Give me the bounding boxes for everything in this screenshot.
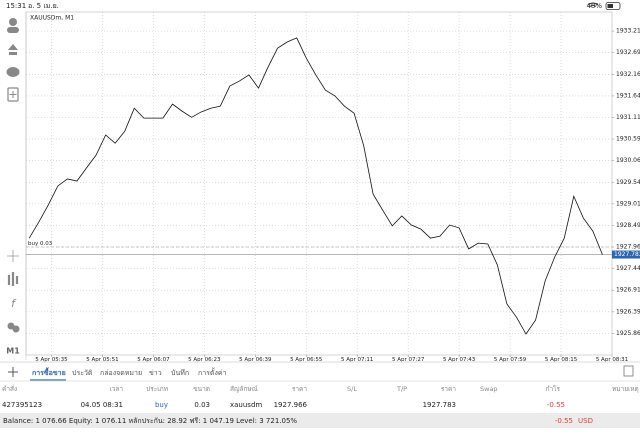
- table-cell[interactable]: 0.03: [194, 401, 210, 409]
- column-header: เวลา: [109, 385, 123, 393]
- layout-button[interactable]: [623, 365, 634, 377]
- chat-icon[interactable]: [6, 67, 20, 77]
- y-tick-label: 1930.065: [616, 157, 640, 164]
- tab[interactable]: บันทึก: [171, 368, 189, 377]
- y-tick-label: 1928.490: [616, 222, 640, 229]
- y-tick-label: 1925.865: [616, 330, 640, 337]
- chart-type-icon[interactable]: [7, 272, 19, 286]
- price-line: [28, 37, 603, 335]
- y-tick-label: 1927.440: [616, 265, 640, 272]
- timeframe-button[interactable]: M1: [6, 347, 20, 356]
- column-header: คำสั่ง: [2, 384, 17, 393]
- table-cell[interactable]: buy: [155, 401, 168, 409]
- x-tick-label: 5 Apr 07:11: [341, 357, 373, 363]
- column-header: T/P: [396, 385, 407, 393]
- account-icon[interactable]: [9, 18, 17, 26]
- price-chart: XAUUSDm, M1 1933.215 1932.690 1932.165 1931…: [25, 11, 640, 363]
- column-header: S/L: [347, 385, 357, 393]
- new-order-icon[interactable]: [7, 87, 19, 102]
- tab[interactable]: กล่องจดหมาย: [100, 369, 142, 377]
- tab[interactable]: ประวัติ: [72, 369, 93, 377]
- y-tick-label: 1926.390: [616, 308, 640, 315]
- total-profit: -0.55: [555, 417, 573, 425]
- table-cell[interactable]: 1927.966: [274, 401, 308, 409]
- table-cell[interactable]: 1927.783: [423, 401, 456, 409]
- y-tick-label: 1927.965: [616, 244, 640, 251]
- battery-icon: [605, 2, 621, 10]
- x-tick-label: 5 Apr 05:35: [35, 357, 68, 363]
- currency: USD: [578, 417, 593, 425]
- table-cell[interactable]: -0.55: [547, 401, 565, 409]
- column-header: กำไร: [546, 385, 561, 393]
- status-date: อ. 5 เม.ย.: [28, 2, 59, 10]
- trade-icon[interactable]: [8, 44, 18, 55]
- add-tab-button[interactable]: [8, 367, 18, 377]
- y-tick-label: 1933.215: [616, 28, 640, 35]
- column-header: หมายเหตุ: [612, 385, 639, 393]
- y-tick-label: 1931.115: [616, 114, 640, 121]
- y-tick-label: 1932.690: [616, 49, 640, 56]
- toolbar-icons: f M1: [6, 18, 20, 356]
- column-header: ขนาด: [193, 385, 210, 393]
- battery-fill: [607, 4, 613, 8]
- chart-title: XAUUSDm, M1: [30, 15, 74, 22]
- tab[interactable]: การตั้งค่า: [198, 366, 227, 377]
- x-tick-label: 5 Apr 08:31: [596, 357, 628, 363]
- x-tick-label: 5 Apr 05:51: [86, 357, 118, 363]
- objects-icon-2: [12, 325, 20, 333]
- crosshair-icon[interactable]: [7, 250, 19, 262]
- x-tick-label: 5 Apr 07:43: [443, 357, 476, 363]
- positions-table: คำสั่ง เวลา ประเภท ขนาด สัญลักษณ์ ราคา S/L T/P ร…: [2, 384, 639, 409]
- table-cell[interactable]: 427395123: [2, 401, 42, 409]
- y-tick-label: 1932.165: [616, 71, 640, 78]
- bid-price-label: 1927.783: [614, 251, 640, 258]
- x-tick-label: 5 Apr 06:23: [188, 357, 221, 363]
- bid-price-box: [612, 250, 640, 259]
- status-time: 15:31: [6, 2, 26, 10]
- footer-bar: [0, 413, 640, 428]
- tab[interactable]: การซื้อขาย: [32, 366, 66, 377]
- x-tick-label: 5 Apr 07:59: [494, 357, 527, 363]
- x-tick-label: 5 Apr 07:27: [392, 357, 425, 363]
- x-tick-label: 5 Apr 06:55: [290, 357, 323, 363]
- order-label: buy 0.03: [28, 241, 53, 247]
- x-tick-label: 5 Apr 06:07: [137, 357, 170, 363]
- table-cell[interactable]: xauusdm: [230, 401, 262, 409]
- account-summary: Balance: 1 076.66 Equity: 1 076.11 หลักป…: [3, 417, 297, 425]
- column-header: ราคา: [292, 385, 307, 393]
- table-cell[interactable]: 04.05 08:31: [81, 401, 123, 409]
- tab-bar: การซื้อขาย ประวัติ กล่องจดหมาย ข่าว บันทึก กา…: [30, 366, 227, 381]
- x-tick-label: 5 Apr 06:39: [239, 357, 272, 363]
- y-tick-label: 1930.590: [616, 136, 640, 143]
- column-header: ประเภท: [146, 385, 168, 393]
- tab[interactable]: ข่าว: [149, 369, 162, 377]
- y-tick-label: 1929.015: [616, 200, 640, 207]
- column-header: ราคา: [441, 385, 456, 393]
- x-tick-label: 5 Apr 08:15: [545, 357, 578, 363]
- column-header: Swap: [480, 385, 498, 393]
- y-tick-label: 1926.915: [616, 287, 640, 294]
- plot-frame: [25, 11, 613, 356]
- account-icon-body: [7, 27, 19, 33]
- y-tick-label: 1931.640: [616, 92, 640, 99]
- wifi-icon: [587, 2, 599, 7]
- y-tick-label: 1929.540: [616, 179, 640, 186]
- indicators-icon[interactable]: f: [11, 297, 17, 310]
- new-order-plus: [9, 91, 17, 98]
- column-header: สัญลักษณ์: [230, 385, 258, 393]
